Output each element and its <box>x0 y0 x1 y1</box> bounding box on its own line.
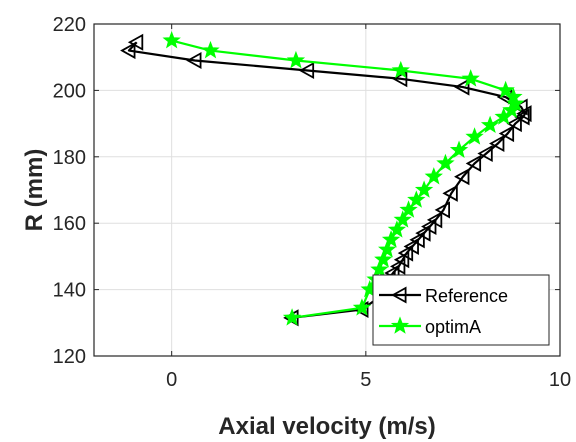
legend-label-optima: optimA <box>425 317 481 337</box>
data-point-reference <box>298 61 315 80</box>
data-point-reference <box>409 231 425 249</box>
data-point-reference <box>391 70 408 88</box>
legend-marker-reference <box>391 286 407 304</box>
data-point-optima <box>480 115 500 134</box>
data-point-optima <box>399 200 418 218</box>
ticks-layer: 0 5 10 120 140 160 180 200 220 <box>53 14 572 391</box>
data-point-optima <box>391 60 410 79</box>
data-point-optima <box>282 308 302 326</box>
data-point-reference <box>442 184 458 202</box>
data-point-reference <box>477 144 493 163</box>
y-tick-label: 140 <box>53 280 86 302</box>
data-point-optima <box>374 250 393 268</box>
data-point-optima <box>436 153 455 172</box>
grid-layer <box>94 24 560 356</box>
data-point-optima <box>424 167 443 185</box>
data-point-optima <box>461 69 480 87</box>
legend-entry-optima: optimA <box>379 316 481 337</box>
legend-box <box>372 274 550 346</box>
data-point-optima <box>407 190 426 208</box>
y-tick-label: 200 <box>53 80 86 102</box>
legend-label-reference: Reference <box>425 286 508 306</box>
data-point-reference <box>506 115 522 133</box>
x-tick-label: 10 <box>549 369 571 391</box>
legend-marker-optima <box>390 316 410 334</box>
legend-entry-reference: Reference <box>379 286 508 306</box>
data-point-optima <box>286 50 306 69</box>
data-point-reference <box>434 201 451 219</box>
series-reference <box>120 33 532 327</box>
x-axis-label: Axial velocity (m/s) <box>218 413 435 440</box>
data-point-optima <box>465 127 484 145</box>
data-point-optima <box>378 240 397 258</box>
data-point-optima <box>449 140 469 158</box>
data-point-reference <box>403 237 419 255</box>
data-point-reference <box>516 105 532 123</box>
data-point-reference <box>454 168 470 186</box>
data-point-reference <box>514 108 530 126</box>
data-point-reference <box>498 125 515 143</box>
series-layer <box>120 30 532 327</box>
data-point-reference <box>186 51 202 70</box>
data-point-reference <box>421 217 437 236</box>
data-point-reference <box>120 42 136 60</box>
plot-area-frame <box>93 23 561 357</box>
data-point-optima <box>201 40 220 59</box>
data-point-optima <box>496 80 515 99</box>
data-point-reference <box>454 78 470 96</box>
data-point-reference <box>389 257 406 275</box>
legend: Reference optimA <box>372 274 550 346</box>
y-axis-label: R (mm) <box>21 149 48 232</box>
y-tick-label: 160 <box>53 213 86 235</box>
legend-marker-shape <box>390 316 410 334</box>
data-point-reference <box>127 33 144 51</box>
data-point-reference <box>465 154 482 172</box>
data-point-reference <box>415 224 431 242</box>
data-point-optima <box>352 298 372 316</box>
data-point-optima <box>381 230 401 248</box>
data-point-reference <box>397 244 414 262</box>
data-point-reference <box>489 134 505 153</box>
y-tick-label: 180 <box>53 147 86 169</box>
data-point-reference <box>393 251 410 269</box>
y-tick-label: 220 <box>53 14 86 36</box>
data-point-optima <box>370 260 389 278</box>
x-tick-label: 0 <box>166 369 177 391</box>
series-optima <box>162 30 525 326</box>
x-tick-label: 5 <box>360 369 371 391</box>
data-point-optima <box>393 210 412 228</box>
data-point-optima <box>414 180 434 198</box>
data-point-optima <box>162 30 181 49</box>
data-point-reference <box>426 211 443 229</box>
data-point-optima <box>387 220 407 238</box>
y-tick-label: 120 <box>53 346 86 368</box>
legend-marker-shape <box>391 286 407 304</box>
